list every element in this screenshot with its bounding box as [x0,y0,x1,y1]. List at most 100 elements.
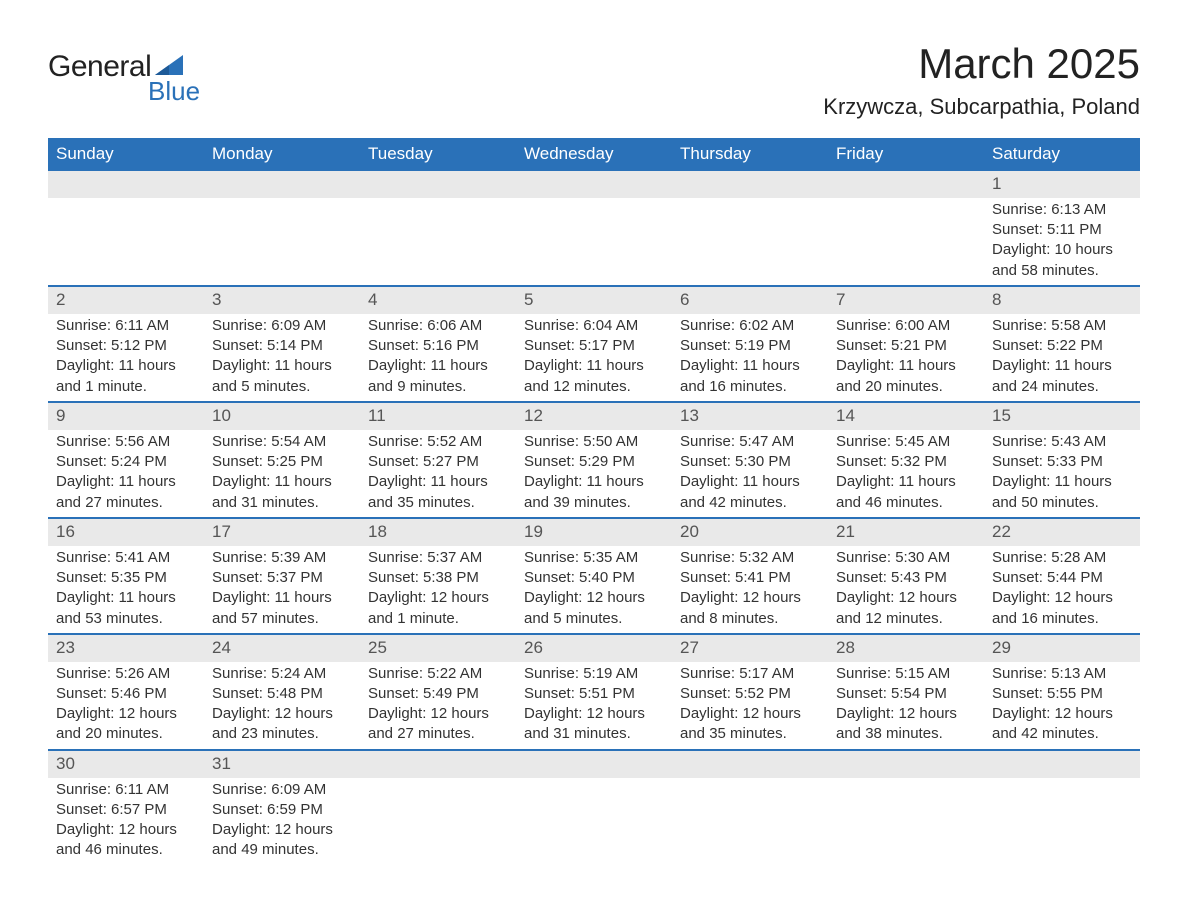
day-info-line: Daylight: 11 hours [992,356,1132,376]
day-body: Sunrise: 6:09 AMSunset: 5:14 PMDaylight:… [204,314,360,401]
day-number: 7 [828,286,984,314]
day-body [360,778,516,848]
calendar-cell: 10Sunrise: 5:54 AMSunset: 5:25 PMDayligh… [204,401,360,517]
col-sunday: Sunday [48,138,204,170]
calendar-cell: 19Sunrise: 5:35 AMSunset: 5:40 PMDayligh… [516,517,672,633]
day-number: 27 [672,634,828,662]
day-body: Sunrise: 5:35 AMSunset: 5:40 PMDaylight:… [516,546,672,633]
day-info-line: Sunrise: 6:09 AM [212,780,352,800]
day-info-line: Sunrise: 5:47 AM [680,432,820,452]
day-info-line: Sunrise: 5:24 AM [212,664,352,684]
col-friday: Friday [828,138,984,170]
day-info-line: Sunrise: 5:13 AM [992,664,1132,684]
day-info-line: Sunrise: 5:50 AM [524,432,664,452]
calendar-cell [672,170,828,285]
day-body: Sunrise: 6:02 AMSunset: 5:19 PMDaylight:… [672,314,828,401]
day-info-line: and 42 minutes. [992,724,1132,744]
day-info-line: Sunrise: 5:15 AM [836,664,976,684]
logo: General Blue [48,50,200,107]
day-number: 29 [984,634,1140,662]
day-info-line: and 57 minutes. [212,609,352,629]
day-body: Sunrise: 5:54 AMSunset: 5:25 PMDaylight:… [204,430,360,517]
day-body: Sunrise: 6:13 AMSunset: 5:11 PMDaylight:… [984,198,1140,285]
col-saturday: Saturday [984,138,1140,170]
day-info-line: Daylight: 12 hours [836,704,976,724]
day-info-line: Daylight: 12 hours [56,820,196,840]
day-number [828,170,984,198]
calendar-cell: 2Sunrise: 6:11 AMSunset: 5:12 PMDaylight… [48,285,204,401]
day-number: 9 [48,402,204,430]
day-info-line: and 38 minutes. [836,724,976,744]
day-info-line: Sunset: 6:59 PM [212,800,352,820]
col-wednesday: Wednesday [516,138,672,170]
day-info-line: and 8 minutes. [680,609,820,629]
calendar-cell: 16Sunrise: 5:41 AMSunset: 5:35 PMDayligh… [48,517,204,633]
day-info-line: Sunset: 5:38 PM [368,568,508,588]
day-info-line: and 27 minutes. [56,493,196,513]
day-info-line: Sunset: 5:33 PM [992,452,1132,472]
day-body: Sunrise: 5:32 AMSunset: 5:41 PMDaylight:… [672,546,828,633]
calendar-cell [828,170,984,285]
day-info-line: and 58 minutes. [992,261,1132,281]
day-body: Sunrise: 5:30 AMSunset: 5:43 PMDaylight:… [828,546,984,633]
calendar-cell: 5Sunrise: 6:04 AMSunset: 5:17 PMDaylight… [516,285,672,401]
day-info-line: Daylight: 11 hours [212,356,352,376]
day-body: Sunrise: 6:00 AMSunset: 5:21 PMDaylight:… [828,314,984,401]
day-info-line: Daylight: 12 hours [56,704,196,724]
day-info-line: Sunrise: 6:09 AM [212,316,352,336]
day-number [48,170,204,198]
calendar-cell: 22Sunrise: 5:28 AMSunset: 5:44 PMDayligh… [984,517,1140,633]
day-body [516,198,672,268]
day-info-line: Sunset: 5:41 PM [680,568,820,588]
calendar-cell: 31Sunrise: 6:09 AMSunset: 6:59 PMDayligh… [204,749,360,864]
day-number: 5 [516,286,672,314]
day-info-line: and 46 minutes. [836,493,976,513]
calendar-cell [516,170,672,285]
day-info-line: and 39 minutes. [524,493,664,513]
day-body [48,198,204,268]
day-info-line: Sunset: 5:48 PM [212,684,352,704]
col-monday: Monday [204,138,360,170]
day-body: Sunrise: 5:19 AMSunset: 5:51 PMDaylight:… [516,662,672,749]
day-body [516,778,672,848]
day-info-line: Sunset: 5:14 PM [212,336,352,356]
day-number: 18 [360,518,516,546]
day-number [360,170,516,198]
day-number: 20 [672,518,828,546]
day-info-line: Sunset: 5:54 PM [836,684,976,704]
day-number: 21 [828,518,984,546]
day-body: Sunrise: 5:15 AMSunset: 5:54 PMDaylight:… [828,662,984,749]
day-body: Sunrise: 5:39 AMSunset: 5:37 PMDaylight:… [204,546,360,633]
day-info-line: Daylight: 12 hours [992,588,1132,608]
day-info-line: and 16 minutes. [680,377,820,397]
day-number [828,750,984,778]
day-info-line: Sunrise: 5:56 AM [56,432,196,452]
day-number [516,750,672,778]
day-info-line: Sunrise: 5:32 AM [680,548,820,568]
day-body: Sunrise: 5:52 AMSunset: 5:27 PMDaylight:… [360,430,516,517]
page-title: March 2025 [823,40,1140,88]
day-info-line: Daylight: 12 hours [680,588,820,608]
calendar-cell: 15Sunrise: 5:43 AMSunset: 5:33 PMDayligh… [984,401,1140,517]
calendar-week-row: 1Sunrise: 6:13 AMSunset: 5:11 PMDaylight… [48,170,1140,285]
day-info-line: Sunset: 5:52 PM [680,684,820,704]
day-number: 19 [516,518,672,546]
day-body: Sunrise: 6:11 AMSunset: 6:57 PMDaylight:… [48,778,204,865]
day-info-line: and 35 minutes. [368,493,508,513]
calendar-cell [672,749,828,864]
day-number [204,170,360,198]
calendar-cell: 25Sunrise: 5:22 AMSunset: 5:49 PMDayligh… [360,633,516,749]
day-info-line: Sunset: 5:25 PM [212,452,352,472]
day-number: 14 [828,402,984,430]
day-info-line: Sunrise: 6:00 AM [836,316,976,336]
day-number: 15 [984,402,1140,430]
day-info-line: Daylight: 11 hours [680,472,820,492]
calendar-cell [48,170,204,285]
calendar-cell [360,749,516,864]
calendar-cell: 8Sunrise: 5:58 AMSunset: 5:22 PMDaylight… [984,285,1140,401]
day-info-line: and 5 minutes. [212,377,352,397]
day-info-line: Sunrise: 6:04 AM [524,316,664,336]
day-info-line: Sunrise: 5:30 AM [836,548,976,568]
calendar-week-row: 2Sunrise: 6:11 AMSunset: 5:12 PMDaylight… [48,285,1140,401]
day-info-line: and 5 minutes. [524,609,664,629]
